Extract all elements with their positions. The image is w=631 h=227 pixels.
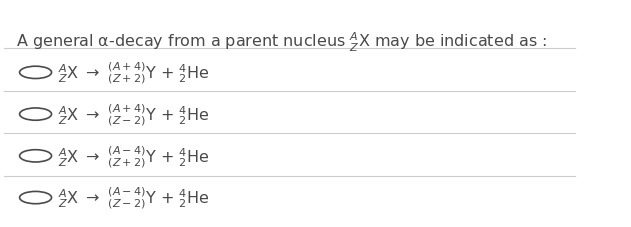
Text: A general α-decay from a parent nucleus $^A_Z$X may be indicated as :: A general α-decay from a parent nucleus …	[16, 30, 546, 54]
Text: $^A_Z$X $\rightarrow$ $^{(A+4)}_{(Z+2)}$Y + $^4_2$He: $^A_Z$X $\rightarrow$ $^{(A+4)}_{(Z+2)}$…	[59, 60, 210, 86]
Text: $^A_Z$X $\rightarrow$ $^{(A+4)}_{(Z-2)}$Y + $^4_2$He: $^A_Z$X $\rightarrow$ $^{(A+4)}_{(Z-2)}$…	[59, 102, 210, 127]
Text: $^A_Z$X $\rightarrow$ $^{(A-4)}_{(Z-2)}$Y + $^4_2$He: $^A_Z$X $\rightarrow$ $^{(A-4)}_{(Z-2)}$…	[59, 185, 210, 210]
Text: $^A_Z$X $\rightarrow$ $^{(A-4)}_{(Z+2)}$Y + $^4_2$He: $^A_Z$X $\rightarrow$ $^{(A-4)}_{(Z+2)}$…	[59, 143, 210, 169]
